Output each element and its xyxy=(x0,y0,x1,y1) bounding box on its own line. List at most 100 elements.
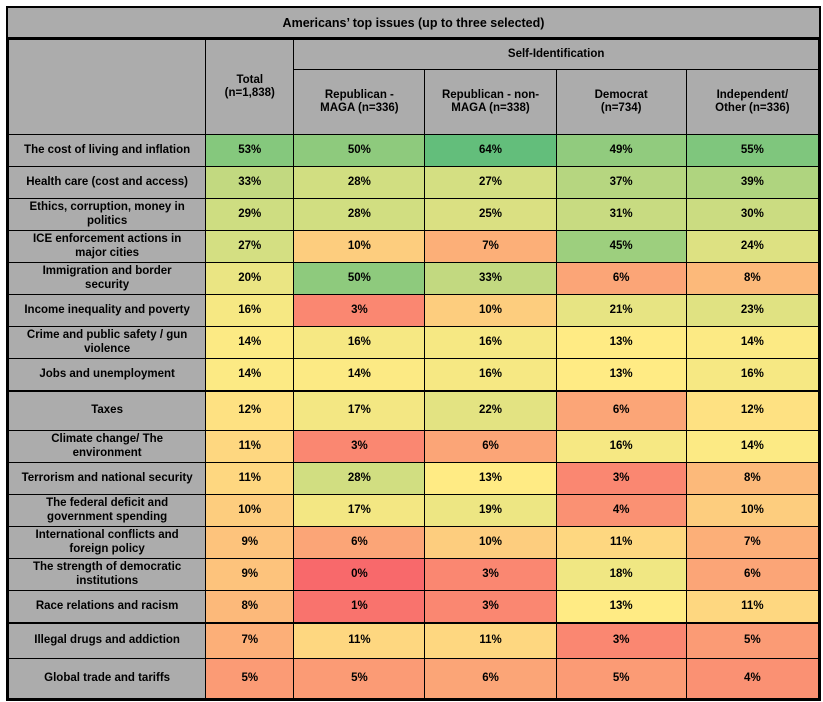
value-cell: 5% xyxy=(293,658,426,699)
table-row: Ethics, corruption, money in politics 29%… xyxy=(7,198,820,231)
value-cell: 16% xyxy=(424,358,557,391)
issue-label: The strength of democratic institutions xyxy=(7,558,207,591)
value-cell: 20% xyxy=(205,262,295,295)
value-cell: 16% xyxy=(205,294,295,327)
issue-label: Crime and public safety / gun violence xyxy=(7,326,207,359)
value-cell: 19% xyxy=(424,494,557,527)
table-row: The strength of democratic institutions 9… xyxy=(7,558,820,591)
issue-label: International conflicts and foreign poli… xyxy=(7,526,207,559)
corner-cell xyxy=(7,39,207,135)
heatmap-table: Total (n=1,838) Self-Identification Repu… xyxy=(7,39,820,699)
value-cell: 23% xyxy=(685,294,820,327)
issue-label: Jobs and unemployment xyxy=(7,358,207,391)
value-cell: 30% xyxy=(685,198,820,231)
column-header-republican-maga: Republican - MAGA (n=336) xyxy=(293,69,426,135)
value-cell: 1% xyxy=(293,590,426,623)
column-header-democrat: Democrat (n=734) xyxy=(555,69,687,135)
table-row: The federal deficit and government spend… xyxy=(7,494,820,527)
table-row: Taxes 12% 17% 22% 6% 12% xyxy=(7,389,820,431)
table-row: Race relations and racism 8% 1% 3% 13% 11% xyxy=(7,590,820,623)
value-cell: 11% xyxy=(424,621,557,659)
issue-label: Ethics, corruption, money in politics xyxy=(7,198,207,231)
value-cell: 14% xyxy=(685,430,820,463)
value-cell: 14% xyxy=(293,358,426,391)
column-header-total: Total (n=1,838) xyxy=(205,39,295,135)
value-cell: 5% xyxy=(205,658,295,699)
value-cell: 4% xyxy=(555,494,687,527)
value-cell: 22% xyxy=(424,389,557,431)
value-cell: 6% xyxy=(555,262,687,295)
value-cell: 16% xyxy=(555,430,687,463)
value-cell: 16% xyxy=(424,326,557,359)
issue-label: Immigration and border security xyxy=(7,262,207,295)
top-issues-table: Americans’ top issues (up to three selec… xyxy=(6,6,821,701)
value-cell: 16% xyxy=(685,358,820,391)
table-row: Illegal drugs and addiction 7% 11% 11% 3% 5% xyxy=(7,621,820,659)
issue-label: ICE enforcement actions in major cities xyxy=(7,230,207,263)
value-cell: 6% xyxy=(685,558,820,591)
value-cell: 49% xyxy=(555,134,687,167)
value-cell: 10% xyxy=(293,230,426,263)
value-cell: 3% xyxy=(293,430,426,463)
value-cell: 10% xyxy=(424,294,557,327)
value-cell: 50% xyxy=(293,262,426,295)
value-cell: 53% xyxy=(205,134,295,167)
value-cell: 10% xyxy=(424,526,557,559)
value-cell: 5% xyxy=(555,658,687,699)
issue-label: Terrorism and national security xyxy=(7,462,207,495)
value-cell: 8% xyxy=(205,590,295,623)
issue-label: Health care (cost and access) xyxy=(7,166,207,199)
value-cell: 16% xyxy=(293,326,426,359)
value-cell: 18% xyxy=(555,558,687,591)
value-cell: 27% xyxy=(205,230,295,263)
value-cell: 45% xyxy=(555,230,687,263)
value-cell: 17% xyxy=(293,389,426,431)
value-cell: 25% xyxy=(424,198,557,231)
value-cell: 11% xyxy=(205,430,295,463)
table-row: Health care (cost and access) 33% 28% 27% 37… xyxy=(7,166,820,199)
issue-label: Race relations and racism xyxy=(7,590,207,623)
value-cell: 12% xyxy=(685,389,820,431)
column-header-republican-non-maga: Republican - non-MAGA (n=338) xyxy=(424,69,557,135)
table-title: Americans’ top issues (up to three selec… xyxy=(8,8,819,39)
value-cell: 14% xyxy=(205,358,295,391)
value-cell: 4% xyxy=(685,658,820,699)
value-cell: 14% xyxy=(685,326,820,359)
value-cell: 7% xyxy=(205,621,295,659)
table-row: The cost of living and inflation 53% 50% 64… xyxy=(7,134,820,167)
value-cell: 8% xyxy=(685,262,820,295)
table-row: Crime and public safety / gun violence 14… xyxy=(7,326,820,359)
value-cell: 33% xyxy=(424,262,557,295)
value-cell: 37% xyxy=(555,166,687,199)
value-cell: 28% xyxy=(293,462,426,495)
value-cell: 6% xyxy=(424,658,557,699)
value-cell: 21% xyxy=(555,294,687,327)
table-row: Climate change/ The environment 11% 3% 6% 16… xyxy=(7,430,820,463)
value-cell: 24% xyxy=(685,230,820,263)
value-cell: 3% xyxy=(424,558,557,591)
value-cell: 8% xyxy=(685,462,820,495)
table-row: Immigration and border security 20% 50% 33%… xyxy=(7,262,820,295)
value-cell: 9% xyxy=(205,526,295,559)
value-cell: 33% xyxy=(205,166,295,199)
value-cell: 6% xyxy=(555,389,687,431)
table-row: Income inequality and poverty 16% 3% 10% 21%… xyxy=(7,294,820,327)
value-cell: 28% xyxy=(293,198,426,231)
value-cell: 3% xyxy=(424,590,557,623)
issue-label: Climate change/ The environment xyxy=(7,430,207,463)
value-cell: 13% xyxy=(555,358,687,391)
value-cell: 7% xyxy=(424,230,557,263)
value-cell: 13% xyxy=(555,326,687,359)
issue-label: The cost of living and inflation xyxy=(7,134,207,167)
value-cell: 10% xyxy=(205,494,295,527)
value-cell: 9% xyxy=(205,558,295,591)
value-cell: 17% xyxy=(293,494,426,527)
value-cell: 12% xyxy=(205,389,295,431)
value-cell: 3% xyxy=(555,621,687,659)
value-cell: 13% xyxy=(424,462,557,495)
value-cell: 27% xyxy=(424,166,557,199)
value-cell: 11% xyxy=(205,462,295,495)
table-row: ICE enforcement actions in major cities 2… xyxy=(7,230,820,263)
value-cell: 13% xyxy=(555,590,687,623)
value-cell: 11% xyxy=(293,621,426,659)
